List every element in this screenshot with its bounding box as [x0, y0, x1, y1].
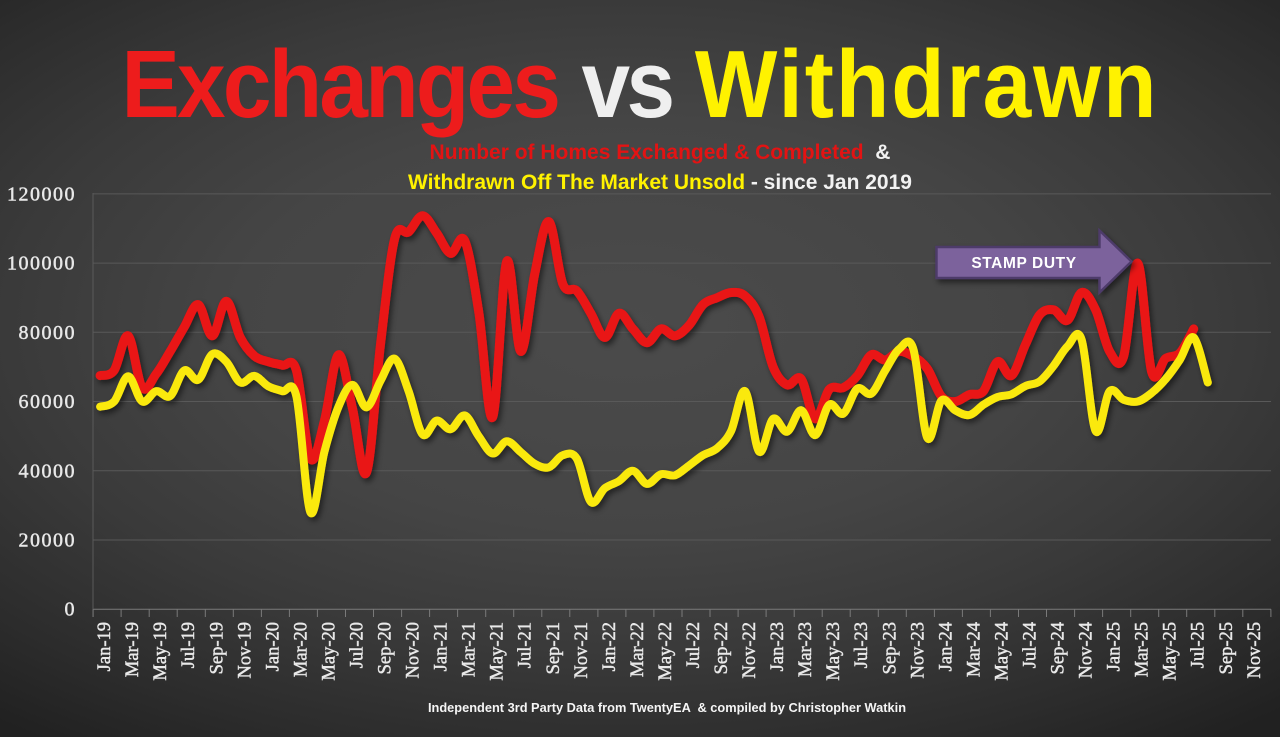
svg-text:STAMP DUTY: STAMP DUTY [971, 255, 1076, 272]
svg-text:Sep-23: Sep-23 [880, 622, 900, 674]
svg-text:Jan-22: Jan-22 [600, 622, 620, 671]
svg-text:Jan-23: Jan-23 [768, 622, 788, 671]
svg-text:Jul-22: Jul-22 [684, 622, 704, 668]
svg-text:Nov-23: Nov-23 [908, 622, 928, 679]
svg-text:Nov-25: Nov-25 [1245, 622, 1265, 679]
svg-text:40000: 40000 [19, 460, 77, 482]
svg-text:Nov-22: Nov-22 [740, 622, 760, 679]
svg-text:80000: 80000 [19, 322, 77, 344]
svg-text:Sep-21: Sep-21 [544, 622, 564, 674]
svg-text:Sep-24: Sep-24 [1049, 622, 1069, 674]
svg-text:Nov-21: Nov-21 [572, 622, 592, 679]
svg-text:May-25: May-25 [1161, 622, 1181, 681]
svg-text:Jul-19: Jul-19 [179, 622, 199, 668]
svg-text:Sep-25: Sep-25 [1217, 622, 1237, 674]
svg-text:May-21: May-21 [488, 622, 508, 681]
svg-text:60000: 60000 [19, 391, 77, 413]
svg-text:Sep-20: Sep-20 [376, 622, 396, 674]
svg-text:Jan-25: Jan-25 [1105, 622, 1125, 671]
svg-text:100000: 100000 [7, 253, 76, 275]
svg-text:Jul-24: Jul-24 [1021, 622, 1041, 668]
svg-text:Jan-24: Jan-24 [936, 622, 956, 671]
svg-text:Mar-19: Mar-19 [123, 622, 143, 677]
svg-text:Mar-23: Mar-23 [796, 622, 816, 677]
svg-text:Jan-21: Jan-21 [432, 622, 452, 671]
svg-text:Nov-20: Nov-20 [404, 622, 424, 679]
svg-text:20000: 20000 [19, 530, 77, 552]
svg-text:May-19: May-19 [151, 622, 171, 681]
svg-text:120000: 120000 [7, 183, 76, 205]
svg-text:Mar-21: Mar-21 [460, 622, 480, 677]
svg-text:Mar-24: Mar-24 [964, 622, 984, 677]
svg-text:Jul-21: Jul-21 [516, 622, 536, 668]
svg-text:Nov-19: Nov-19 [235, 622, 255, 679]
svg-text:May-24: May-24 [993, 622, 1013, 681]
svg-text:Mar-22: Mar-22 [628, 622, 648, 677]
svg-text:Jul-25: Jul-25 [1189, 622, 1209, 668]
svg-text:May-20: May-20 [319, 622, 339, 681]
svg-text:Mar-25: Mar-25 [1133, 622, 1153, 677]
svg-text:Sep-19: Sep-19 [207, 622, 227, 674]
svg-text:May-22: May-22 [656, 622, 676, 681]
svg-text:May-23: May-23 [824, 622, 844, 681]
svg-text:Jan-20: Jan-20 [263, 622, 283, 671]
svg-text:Jul-23: Jul-23 [852, 622, 872, 668]
svg-text:Jul-20: Jul-20 [348, 622, 368, 668]
svg-text:Jan-19: Jan-19 [95, 622, 115, 671]
svg-text:Nov-24: Nov-24 [1077, 622, 1097, 679]
svg-text:Sep-22: Sep-22 [712, 622, 732, 674]
svg-text:0: 0 [65, 599, 77, 621]
svg-text:Mar-20: Mar-20 [291, 622, 311, 677]
